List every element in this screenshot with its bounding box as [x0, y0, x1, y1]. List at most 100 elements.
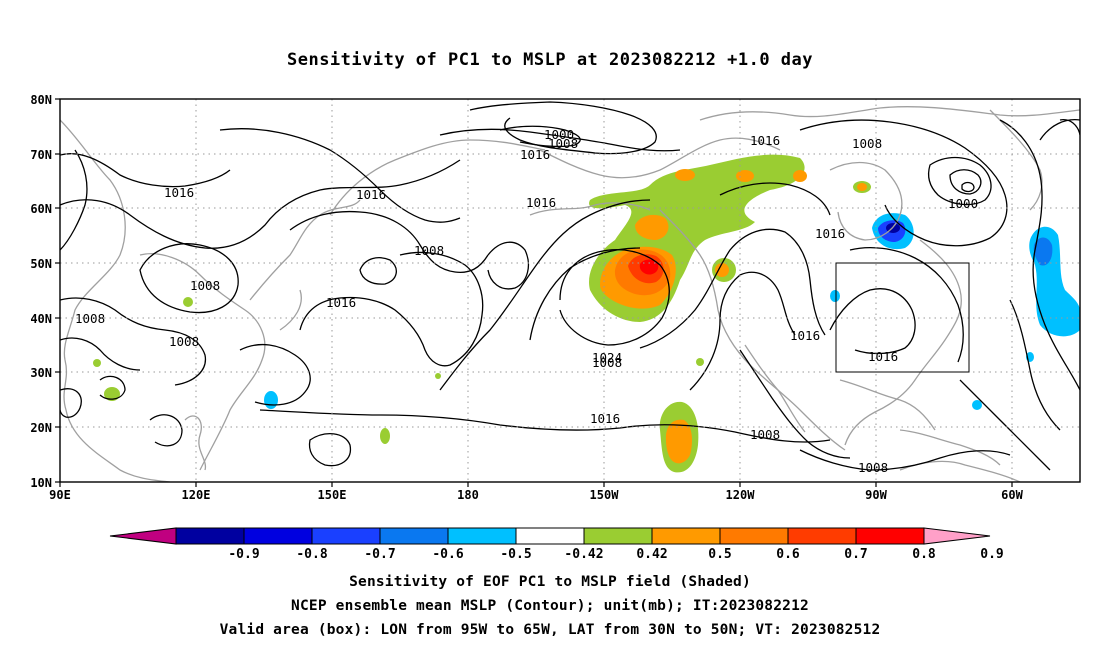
coastline-north-america-west: [659, 209, 846, 451]
contour-line: [927, 156, 992, 206]
contour-line: [487, 241, 529, 290]
caption-shaded: Sensitivity of EOF PC1 to MSLP field (Sh…: [349, 574, 751, 590]
shade-green-dot: [696, 358, 704, 366]
shade-green-dot: [93, 359, 101, 367]
sensitivity-shading: [93, 154, 1080, 473]
colorbar-bin: [447, 527, 517, 545]
colorbar-label: -0.7: [364, 547, 395, 562]
colorbar-bin: [175, 527, 245, 545]
shade-green-dot: [380, 428, 390, 444]
contour-line: [308, 433, 352, 467]
coastline-baja: [744, 344, 806, 433]
lat-label: 20N: [30, 421, 52, 435]
coastline-aleutians: [529, 202, 651, 216]
coastline-caribbean: [899, 429, 1001, 466]
coastline-greenland: [989, 109, 1043, 211]
shade-green-dot: [104, 387, 120, 401]
contour-line: [99, 375, 126, 400]
shade-orange-spot-1: [675, 169, 695, 181]
colorbar-label: -0.9: [228, 547, 259, 562]
coastline-north-america-east: [844, 239, 962, 446]
colorbar-label: 0.9: [980, 547, 1003, 562]
contour-line: [259, 409, 831, 443]
coastline-east-asia: [139, 253, 266, 471]
axis-ticks: [55, 98, 1013, 487]
lat-label: 10N: [30, 476, 52, 490]
contour-label: 1008: [414, 243, 444, 258]
lon-label: 120W: [726, 488, 756, 502]
shade-orange-south-pacific: [665, 419, 692, 464]
colorbar-label: 0.8: [912, 547, 936, 562]
contour-label: 1016: [590, 411, 620, 426]
colorbar-label: -0.42: [564, 547, 603, 562]
colorbar-bin: [515, 527, 585, 545]
coastlines: [60, 106, 1080, 482]
contour-label: 1008: [750, 427, 780, 442]
lat-label: 80N: [30, 93, 52, 107]
grid-lines: [60, 99, 1080, 482]
colorbar-bin: [379, 527, 449, 545]
contour-line: [1039, 119, 1080, 141]
contour-line: [239, 343, 311, 406]
coastline-hudson-bay: [829, 161, 903, 241]
colorbar-label: -0.8: [296, 547, 327, 562]
colorbar: -0.9 -0.8 -0.7 -0.6 -0.5 -0.42 0.42 0.5 0.6 0.7 0.…: [109, 527, 1004, 562]
contour-line: [639, 228, 826, 349]
contour-label: 1016: [790, 328, 820, 343]
colorbar-bin: [719, 527, 789, 545]
contour-line: [949, 169, 982, 195]
valid-area-box: [835, 262, 970, 373]
contour-line: [439, 199, 651, 391]
caption-contour: NCEP ensemble mean MSLP (Contour); unit(…: [291, 598, 809, 614]
lon-label: 60W: [1001, 488, 1023, 502]
colorbar-max-triangle: [923, 527, 991, 545]
coastline-gulf-mexico: [839, 379, 936, 431]
shade-negative-dot: [264, 391, 278, 409]
colorbar-bin: [583, 527, 653, 545]
colorbar-label: 0.7: [844, 547, 867, 562]
lat-label: 50N: [30, 257, 52, 271]
shade-negative-atlantic-core: [1033, 237, 1053, 266]
contour-label: 1000: [948, 196, 978, 211]
contour-label: 1008: [548, 136, 578, 151]
coastline-philippines: [184, 415, 207, 471]
shade-orange-spot-3: [793, 170, 807, 182]
lon-label: 90W: [865, 488, 887, 502]
colorbar-label: 0.6: [776, 547, 800, 562]
lon-label: 150E: [318, 488, 347, 502]
colorbar-bin: [787, 527, 857, 545]
contour-line: [999, 119, 1080, 391]
colorbar-min-triangle: [109, 527, 177, 545]
contour-label: 1016: [750, 133, 780, 148]
contour-line: [60, 388, 82, 418]
contour-line: [219, 128, 461, 223]
shade-negative-dot: [830, 290, 840, 302]
shade-orange-spot-2: [736, 170, 754, 182]
contour-line: [499, 125, 581, 148]
contour-line: [799, 119, 1008, 247]
contour-label: 1016: [326, 295, 356, 310]
lat-label: 60N: [30, 202, 52, 216]
contour-line: [961, 181, 975, 193]
contour-label: 1000: [544, 127, 574, 142]
coastline-asia: [60, 119, 171, 482]
contour-line: [799, 449, 1011, 471]
coastline-canada-arctic: [699, 106, 1080, 121]
contour-line: [1009, 299, 1061, 431]
lon-label: 90E: [49, 488, 71, 502]
contour-line: [60, 297, 207, 386]
colorbar-label: 0.42: [636, 547, 667, 562]
mslp-contours: [60, 101, 1080, 471]
contour-line: [959, 379, 1051, 471]
contour-line: [289, 210, 489, 274]
map-frame: [59, 98, 1081, 483]
shade-negative-dot: [972, 400, 982, 410]
coastline-alaska: [539, 137, 781, 179]
contour-line: [529, 247, 641, 341]
contour-line: [139, 243, 239, 314]
colorbar-bin: [311, 527, 381, 545]
contour-labels: 1016 1008 1008 1008 1008 1016 1008 1016 …: [75, 127, 978, 475]
contour-line: [559, 249, 670, 346]
colorbar-bin: [855, 527, 925, 545]
contour-label: 1008: [169, 334, 199, 349]
